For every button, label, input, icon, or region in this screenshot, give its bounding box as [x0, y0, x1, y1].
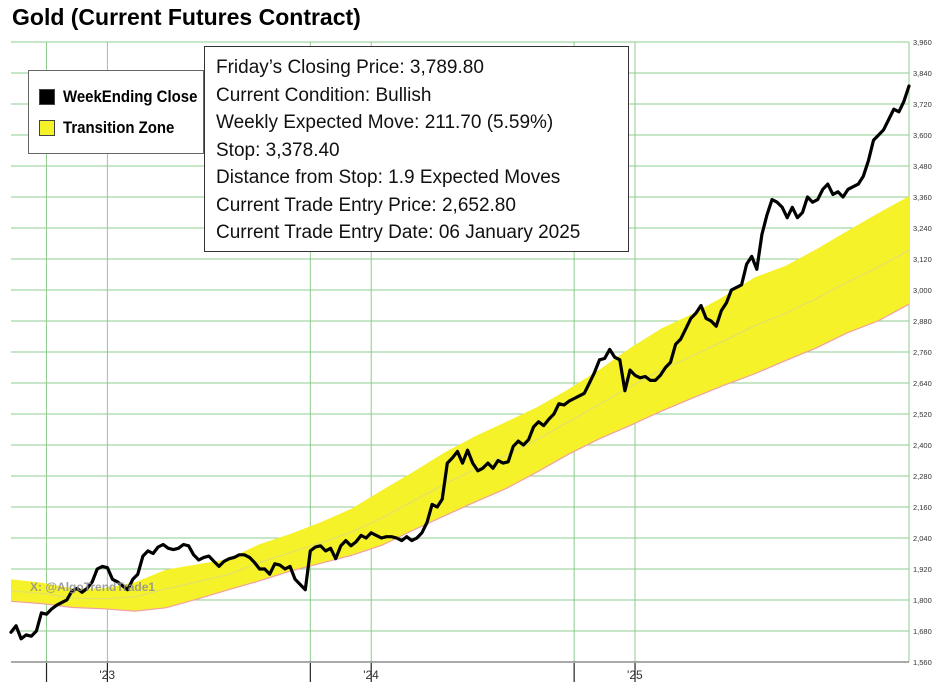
distance-from-stop-line: Distance from Stop: 1.9 Expected Moves: [216, 167, 561, 188]
entry-price-line: Current Trade Entry Price: 2,652.80: [216, 194, 516, 216]
legend-label: Transition Zone: [63, 118, 175, 137]
transition-zone-midline: [10, 249, 910, 600]
x-tick-label: '25: [627, 668, 643, 682]
transition-zone-lower-edge: [10, 303, 910, 612]
legend-item-transition-zone: Transition Zone: [39, 118, 190, 138]
transition-zone-band: [10, 196, 910, 612]
y-tick-label: 3,240: [913, 224, 932, 233]
chart-title: Gold (Current Futures Contract): [12, 4, 361, 30]
legend-swatch-black-icon: [39, 89, 55, 105]
y-tick-label: 3,480: [913, 162, 932, 171]
stop-line: Stop: 3,378.40: [216, 139, 340, 161]
y-tick-label: 3,360: [913, 193, 932, 202]
watermark-text: X: @AlgoTrendTrade1: [30, 580, 156, 594]
y-tick-label: 2,640: [913, 379, 932, 388]
y-tick-label: 3,840: [913, 69, 932, 78]
y-tick-label: 3,120: [913, 255, 932, 264]
x-tick-label: '23: [99, 668, 115, 682]
closing-price-line: Friday’s Closing Price: 3,789.80: [216, 57, 484, 78]
y-tick-label: 2,400: [913, 441, 932, 450]
y-tick-label: 2,760: [913, 348, 932, 357]
trade-info-box: Friday’s Closing Price: 3,789.80 Current…: [204, 46, 629, 252]
current-condition-line: Current Condition: Bullish: [216, 84, 432, 106]
x-tick-label: '24: [363, 668, 379, 682]
y-tick-label: 2,040: [913, 534, 932, 543]
y-tick-label: 1,800: [913, 596, 932, 605]
y-tick-label: 3,000: [913, 286, 932, 295]
y-tick-label: 2,520: [913, 410, 932, 419]
axes: [11, 661, 909, 682]
y-tick-label: 2,280: [913, 472, 932, 481]
y-tick-label: 1,560: [913, 658, 932, 667]
y-tick-label: 3,960: [913, 38, 932, 47]
y-tick-label: 2,160: [913, 503, 932, 512]
y-tick-label: 1,920: [913, 565, 932, 574]
expected-move-line: Weekly Expected Move: 211.70 (5.59%): [216, 112, 554, 133]
entry-date-line: Current Trade Entry Date: 06 January 202…: [216, 222, 581, 243]
y-tick-label: 3,600: [913, 131, 932, 140]
legend-item-weekending-close: WeekEnding Close: [39, 87, 216, 107]
transition-zone-fill: [11, 196, 909, 612]
legend: WeekEnding Close Transition Zone: [28, 70, 204, 154]
close-series: [9, 84, 911, 641]
y-axis-tick-labels: 1,560 1,680 1,800 1,920 2,040 2,160 2,280 2,400…: [913, 38, 932, 667]
y-tick-label: 3,720: [913, 100, 932, 109]
weekending-close-line: [9, 84, 911, 641]
y-tick-label: 2,880: [913, 317, 932, 326]
y-tick-label: 1,680: [913, 627, 932, 636]
legend-swatch-yellow-icon: [39, 120, 55, 136]
legend-label: WeekEnding Close: [63, 87, 198, 106]
x-axis-tick-labels: '23 '24 '25: [99, 668, 643, 682]
